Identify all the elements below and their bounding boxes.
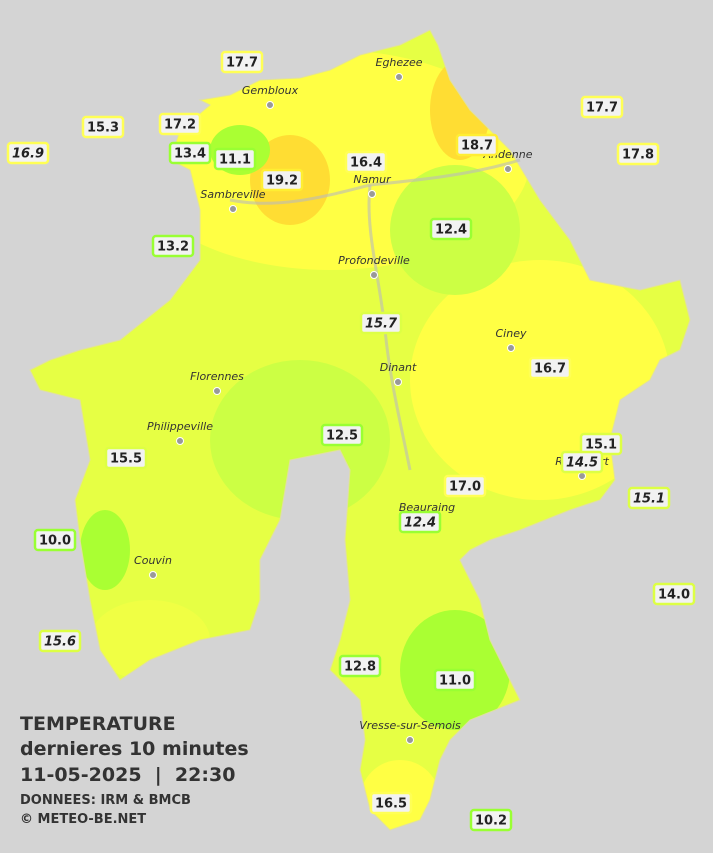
station-box [398, 510, 442, 534]
source: DONNEES: IRM & BMCB [20, 793, 191, 808]
station-value: 17.7 [226, 56, 258, 71]
town-dot [213, 387, 221, 395]
town-name: Philippeville [147, 420, 213, 433]
station-box [151, 234, 195, 258]
station-value: 17.7 [586, 101, 618, 116]
station-value: 10.2 [475, 814, 507, 829]
station-value: 11.0 [439, 674, 471, 689]
town-name: Namur [353, 173, 392, 186]
station-box [344, 150, 388, 174]
station-box [616, 142, 660, 166]
station-value: 15.3 [87, 121, 119, 136]
station-value: 12.8 [344, 660, 376, 675]
town-name: Vresse-sur-Semois [359, 719, 461, 732]
station-value: 16.7 [534, 362, 566, 377]
station-box [104, 446, 148, 470]
town-dot [394, 378, 402, 386]
station-value: 19.2 [266, 174, 298, 189]
station-value: 14.0 [658, 588, 690, 603]
subtitle: dernieres 10 minutes [20, 738, 249, 760]
copyright: © METEO-BE.NET [20, 812, 146, 827]
station-box [6, 141, 50, 165]
station-box [158, 112, 202, 136]
town-name: Dinant [380, 361, 417, 374]
station-value: 15.1 [585, 438, 617, 453]
station-box [455, 133, 499, 157]
station-box [338, 654, 382, 678]
station-value: 13.4 [174, 147, 206, 162]
station-box [627, 486, 671, 510]
station-box [81, 115, 125, 139]
station-value: 15.5 [110, 452, 142, 467]
town-dot [504, 165, 512, 173]
station-value: 16.9 [12, 147, 44, 162]
station-value: 10.0 [39, 534, 71, 549]
station-box [429, 217, 473, 241]
town-name: Ciney [496, 327, 527, 340]
station-box [320, 423, 364, 447]
station-value: 14.5 [566, 456, 598, 471]
station-value: 15.1 [633, 492, 665, 507]
station-box [260, 168, 304, 192]
town-dot [368, 190, 376, 198]
station-box [528, 356, 572, 380]
station-value: 13.2 [157, 240, 189, 255]
station-box [652, 582, 696, 606]
town-dot [176, 437, 184, 445]
datetime: 11-05-2025 | 22:30 [20, 764, 235, 786]
town-dot [578, 472, 586, 480]
station-box [33, 528, 77, 552]
station-value: 12.5 [326, 429, 358, 444]
station-box [359, 311, 403, 335]
town-name: Profondeville [338, 254, 410, 267]
station-box [369, 791, 413, 815]
town-name: Eghezee [376, 56, 423, 69]
station-value: 17.8 [622, 148, 654, 163]
station-value: 15.6 [44, 635, 76, 650]
station-value: 17.0 [449, 480, 481, 495]
station-box [168, 141, 212, 165]
station-box [469, 808, 513, 832]
station-box [433, 668, 477, 692]
station-value: 11.1 [219, 153, 251, 168]
title: TEMPERATURE [20, 713, 176, 735]
town-dot [507, 344, 515, 352]
station-box [580, 95, 624, 119]
town-dot [266, 101, 274, 109]
town-dot [395, 73, 403, 81]
station-box [560, 450, 604, 474]
station-value: 16.4 [350, 156, 382, 171]
town-name: Sambreville [200, 188, 265, 201]
town-name: Gembloux [242, 84, 299, 97]
station-box [443, 474, 487, 498]
station-box [220, 50, 264, 74]
town-dot [149, 571, 157, 579]
station-value: 15.7 [365, 317, 398, 332]
station-value: 17.2 [164, 118, 196, 133]
town-name: Couvin [134, 554, 172, 567]
station-value: 18.7 [461, 139, 493, 154]
town-name: Florennes [190, 370, 244, 383]
town-dot [229, 205, 237, 213]
station-value: 12.4 [404, 516, 436, 531]
station-box [38, 629, 82, 653]
station-box [213, 147, 257, 171]
station-value: 12.4 [435, 223, 467, 238]
town-dot [370, 271, 378, 279]
station-value: 16.5 [375, 797, 407, 812]
town-dot [406, 736, 414, 744]
